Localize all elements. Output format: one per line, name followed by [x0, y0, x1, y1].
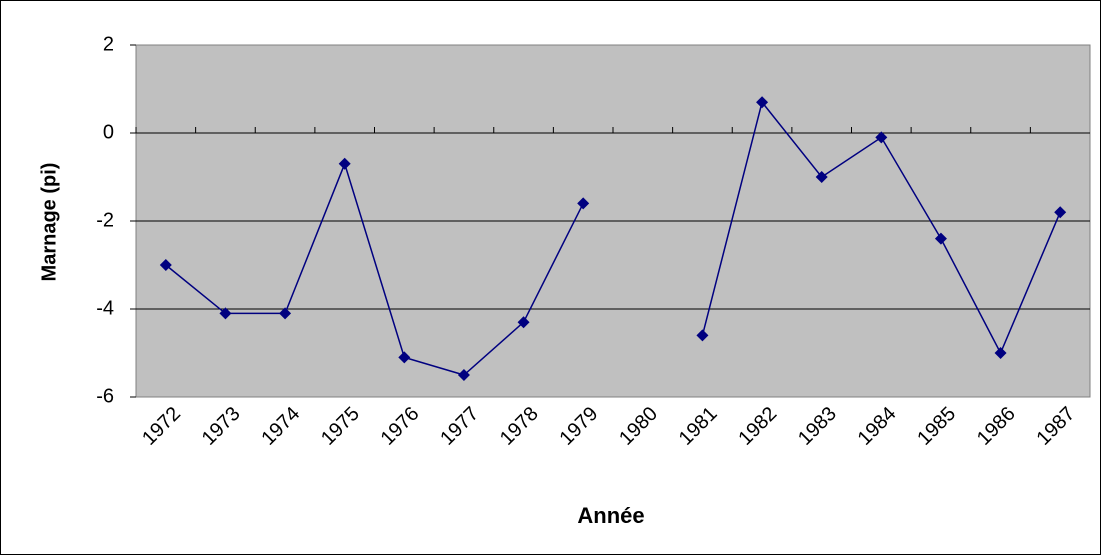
data-point: [517, 316, 530, 329]
x-axis-title: Année: [577, 503, 644, 528]
data-point: [815, 171, 828, 183]
y-tick-label: 2: [103, 33, 114, 55]
data-point: [279, 307, 292, 320]
data-point: [994, 347, 1007, 359]
y-tick-label: -4: [96, 297, 114, 319]
data-point: [398, 351, 411, 364]
data-point: [1054, 206, 1067, 219]
data-point: [219, 307, 232, 320]
data-point: [756, 96, 769, 109]
y-tick-label: -2: [96, 209, 114, 231]
y-axis-title: Marnage (pi): [38, 163, 60, 282]
data-point: [338, 157, 351, 170]
y-tick-label: 0: [103, 121, 114, 143]
data-point: [577, 197, 590, 210]
data-point: [457, 369, 470, 381]
data-point: [159, 259, 172, 271]
y-tick-label: -6: [96, 385, 114, 407]
data-point: [934, 232, 947, 245]
data-point: [696, 329, 709, 342]
data-point: [875, 131, 888, 144]
